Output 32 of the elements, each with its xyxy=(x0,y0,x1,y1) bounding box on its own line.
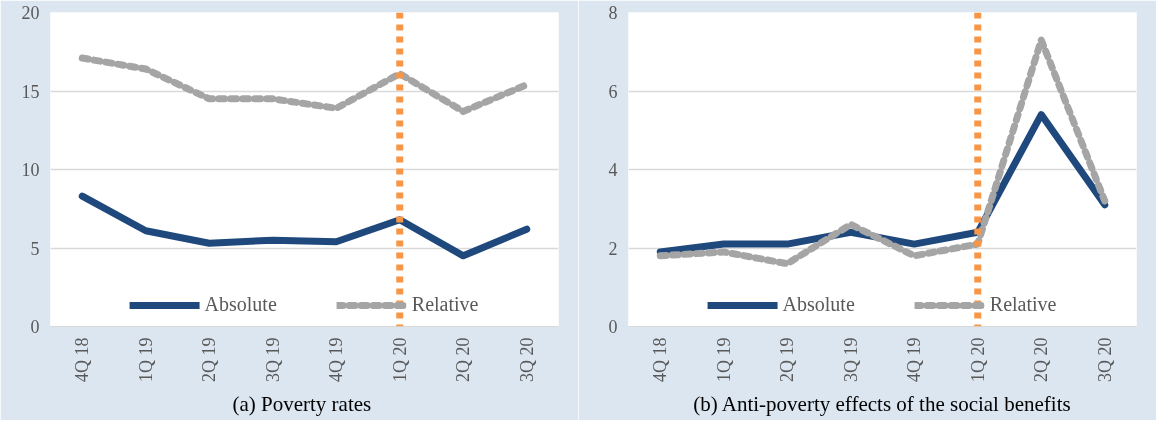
legend-label: Relative xyxy=(411,293,479,316)
y-tick-label: 20 xyxy=(21,3,40,23)
y-tick-label: 6 xyxy=(608,81,618,102)
legend-label: Absolute xyxy=(204,293,277,316)
y-tick-label: 8 xyxy=(608,3,618,23)
legend-label: Relative xyxy=(989,293,1057,316)
legend-label: Absolute xyxy=(782,293,855,316)
x-tick-label: 2Q 20 xyxy=(1031,337,1052,382)
x-tick-label: 1Q 20 xyxy=(389,337,410,382)
x-tick-label: 4Q 18 xyxy=(72,337,93,382)
y-tick-label: 0 xyxy=(608,317,618,337)
x-tick-label: 2Q 19 xyxy=(777,337,798,382)
x-tick-label: 4Q 19 xyxy=(326,337,347,382)
x-tick-label: 4Q 19 xyxy=(904,337,925,382)
x-tick-label: 1Q 20 xyxy=(967,337,988,382)
x-tick-label: 2Q 20 xyxy=(453,337,474,382)
x-tick-label: 4Q 18 xyxy=(650,337,671,382)
y-tick-label: 2 xyxy=(608,238,618,259)
x-tick-label: 3Q 20 xyxy=(516,337,537,382)
x-tick-label: 3Q 20 xyxy=(1094,337,1115,382)
y-tick-label: 5 xyxy=(30,238,40,259)
text: (a) Poverty rates xyxy=(232,391,372,416)
x-tick-label: 1Q 19 xyxy=(135,337,156,382)
y-tick-label: 10 xyxy=(21,160,40,180)
x-tick-label: 3Q 19 xyxy=(262,337,283,382)
x-tick-label: 3Q 19 xyxy=(840,337,861,382)
y-tick-label: 4 xyxy=(608,160,618,180)
text: (b) Anti-poverty effects of the social benefits xyxy=(693,391,1071,416)
x-tick-label: 1Q 19 xyxy=(713,337,734,382)
x-tick-label: 2Q 19 xyxy=(199,337,220,382)
y-tick-label: 15 xyxy=(21,81,40,102)
y-tick-label: 0 xyxy=(30,317,40,337)
